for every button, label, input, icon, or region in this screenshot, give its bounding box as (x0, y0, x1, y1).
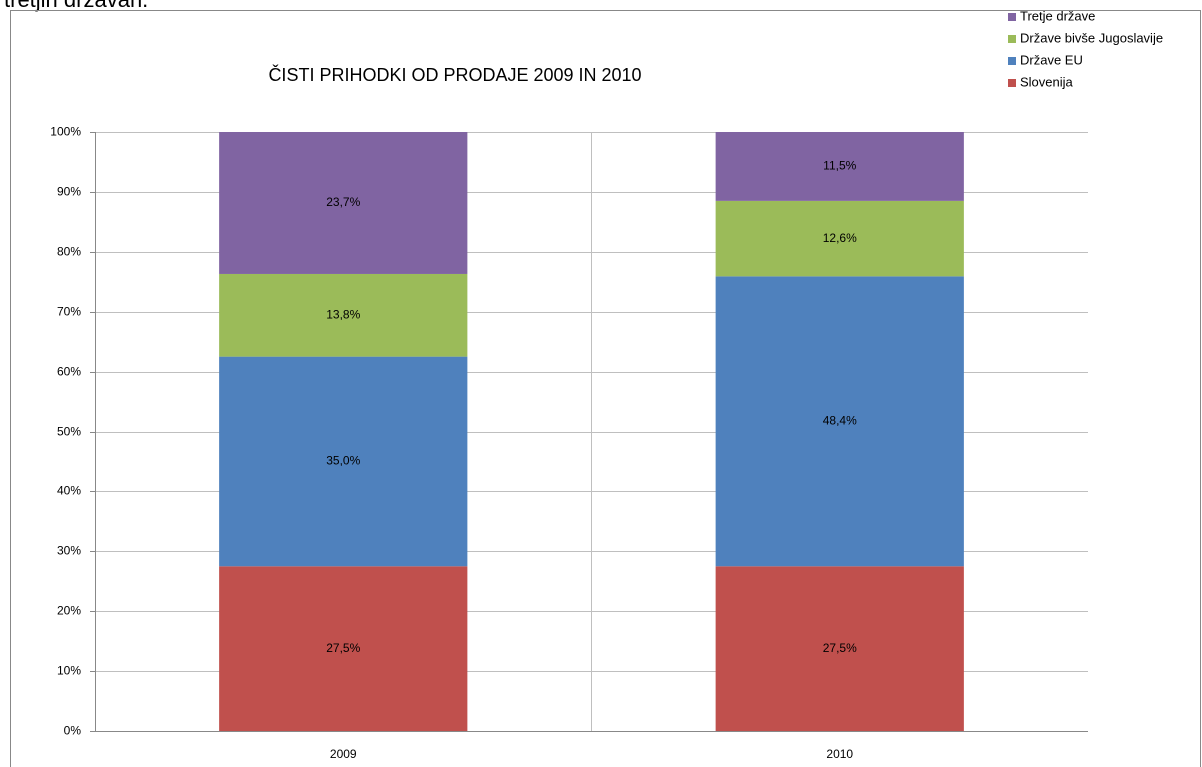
caption: tretjih državah. (4, 0, 148, 13)
legend-swatch (1008, 79, 1016, 87)
data-label: 12,6% (823, 231, 857, 245)
data-label: 27,5% (823, 641, 857, 655)
y-tick-label: 80% (57, 245, 81, 259)
legend-swatch (1008, 13, 1016, 21)
x-tick-label: 2010 (826, 747, 853, 761)
chart-frame (10, 10, 1201, 767)
chart-title: ČISTI PRIHODKI OD PRODAJE 2009 IN 2010 (268, 64, 641, 85)
bar-segment (219, 132, 468, 274)
y-tick-label: 30% (57, 544, 81, 558)
data-label: 35,0% (326, 454, 360, 468)
x-tick-label: 2009 (330, 747, 357, 761)
y-tick-label: 40% (57, 484, 81, 498)
bar-segment (219, 356, 468, 567)
legend-swatch (1008, 57, 1016, 65)
data-label: 23,7% (326, 195, 360, 209)
data-label: 48,4% (823, 413, 857, 427)
bar-segment (715, 276, 964, 567)
y-tick-label: 50% (57, 425, 81, 439)
legend-label: Slovenija (1020, 74, 1074, 89)
data-label: 27,5% (326, 641, 360, 655)
y-tick-label: 20% (57, 604, 81, 618)
bar-segment (715, 566, 964, 731)
data-label: 11,5% (823, 159, 856, 173)
y-tick-label: 100% (50, 125, 81, 139)
legend-label: Države EU (1020, 52, 1083, 67)
y-tick-label: 70% (57, 305, 81, 319)
data-label: 13,8% (326, 307, 360, 321)
legend-label: Države bivše Jugoslavije (1020, 30, 1163, 45)
bar-segment (219, 566, 468, 731)
legend-label: Tretje države (1020, 8, 1095, 23)
legend-swatch (1008, 35, 1016, 43)
y-tick-label: 90% (57, 185, 81, 199)
bar-segment (715, 132, 964, 201)
y-tick-label: 60% (57, 365, 81, 379)
bar-segment (219, 273, 468, 357)
y-tick-label: 0% (64, 724, 82, 738)
bar-segment (715, 200, 964, 277)
y-tick-label: 10% (57, 664, 81, 678)
